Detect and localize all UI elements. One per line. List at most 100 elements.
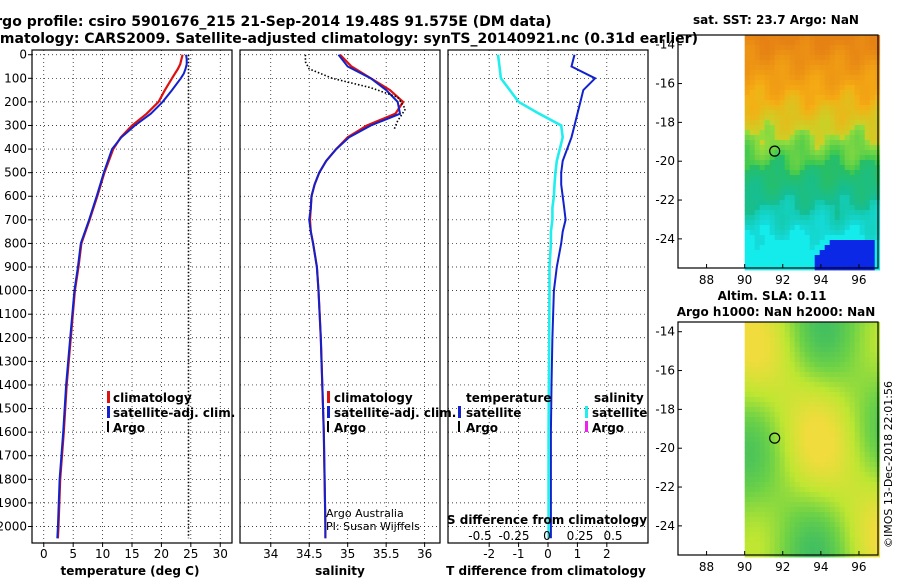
map-cell: [749, 497, 756, 503]
map-cell: [844, 125, 851, 131]
map-cell: [844, 512, 851, 518]
map-cell: [849, 412, 856, 418]
map-cell: [844, 382, 851, 388]
x-tick-label: 5: [69, 547, 77, 561]
map-cell: [784, 427, 791, 433]
map-cell: [779, 472, 786, 478]
map-cell: [774, 397, 781, 403]
map-cell: [864, 377, 871, 383]
map-cell: [824, 130, 831, 136]
map-cell: [829, 457, 836, 463]
map-cell: [809, 155, 816, 161]
map-cell: [829, 537, 836, 543]
map-cell: [824, 427, 831, 433]
map-cell: [829, 60, 836, 66]
map-cell: [784, 155, 791, 161]
map-cell: [854, 250, 861, 256]
map-cell: [779, 392, 786, 398]
map-cell: [854, 165, 861, 171]
map-cell: [784, 387, 791, 393]
map-cell: [749, 255, 756, 261]
map-cell: [774, 492, 781, 498]
map-cell: [754, 165, 761, 171]
map-cell: [819, 55, 826, 61]
map-cell: [819, 130, 826, 136]
map-cell: [804, 537, 811, 543]
map-cell: [859, 105, 866, 111]
map-x-tick-label: 90: [737, 560, 752, 574]
map-cell: [774, 427, 781, 433]
map-cell: [764, 185, 771, 191]
map-cell: [794, 422, 801, 428]
map-cell: [769, 342, 776, 348]
map-cell: [839, 65, 846, 71]
map-cell: [754, 105, 761, 111]
map-cell: [779, 105, 786, 111]
map-cell: [809, 185, 816, 191]
map-cell: [779, 497, 786, 503]
map-cell: [769, 260, 776, 266]
map-cell: [759, 432, 766, 438]
map-cell: [849, 452, 856, 458]
map-y-tick-label: -18: [655, 115, 675, 129]
map-cell: [749, 130, 756, 136]
map-cell: [809, 145, 816, 151]
map-cell: [849, 215, 856, 221]
map-cell: [749, 200, 756, 206]
map-cell: [834, 50, 841, 56]
map-cell: [844, 120, 851, 126]
map-cell: [769, 140, 776, 146]
map-cell: [754, 362, 761, 368]
map-cell: [819, 75, 826, 81]
map-cell: [859, 497, 866, 503]
map-cell: [834, 337, 841, 343]
map-cell: [809, 175, 816, 181]
map-cell: [814, 45, 821, 51]
map-cell: [824, 502, 831, 508]
map-cell: [744, 250, 751, 256]
map-cell: [834, 200, 841, 206]
map-cell: [829, 230, 836, 236]
map-cell: [779, 215, 786, 221]
map-cell: [749, 180, 756, 186]
map-cell: [869, 472, 876, 478]
map-cell: [844, 342, 851, 348]
map-cell: [799, 447, 806, 453]
map-cell: [809, 432, 816, 438]
map-cell: [824, 457, 831, 463]
map-cell: [809, 85, 816, 91]
map-cell: [819, 175, 826, 181]
map-cell: [819, 417, 826, 423]
map-cell: [794, 205, 801, 211]
map-cell: [804, 215, 811, 221]
map-cell: [799, 165, 806, 171]
map-cell: [774, 160, 781, 166]
map-cell: [849, 367, 856, 373]
map-cell: [794, 432, 801, 438]
map-cell: [829, 452, 836, 458]
map-cell: [859, 397, 866, 403]
map-cell: [869, 382, 876, 388]
map-cell: [794, 185, 801, 191]
map-cell: [764, 432, 771, 438]
map-cell: [774, 45, 781, 51]
map-cell: [839, 210, 846, 216]
map-cell: [834, 135, 841, 141]
map-cell: [774, 532, 781, 538]
map-cell: [749, 210, 756, 216]
map-cell: [844, 145, 851, 151]
map-cell: [779, 412, 786, 418]
map-cell: [824, 100, 831, 106]
map-cell: [789, 125, 796, 131]
map-cell: [864, 180, 871, 186]
map-cell: [844, 327, 851, 333]
map-cell: [744, 225, 751, 231]
map-cell: [804, 95, 811, 101]
map-cell: [829, 367, 836, 373]
map-cell: [749, 512, 756, 518]
map-cell: [854, 347, 861, 353]
map-cell: [804, 60, 811, 66]
map-cell: [839, 110, 846, 116]
map-cell: [809, 260, 816, 266]
x-tick-label: -1: [513, 547, 525, 561]
